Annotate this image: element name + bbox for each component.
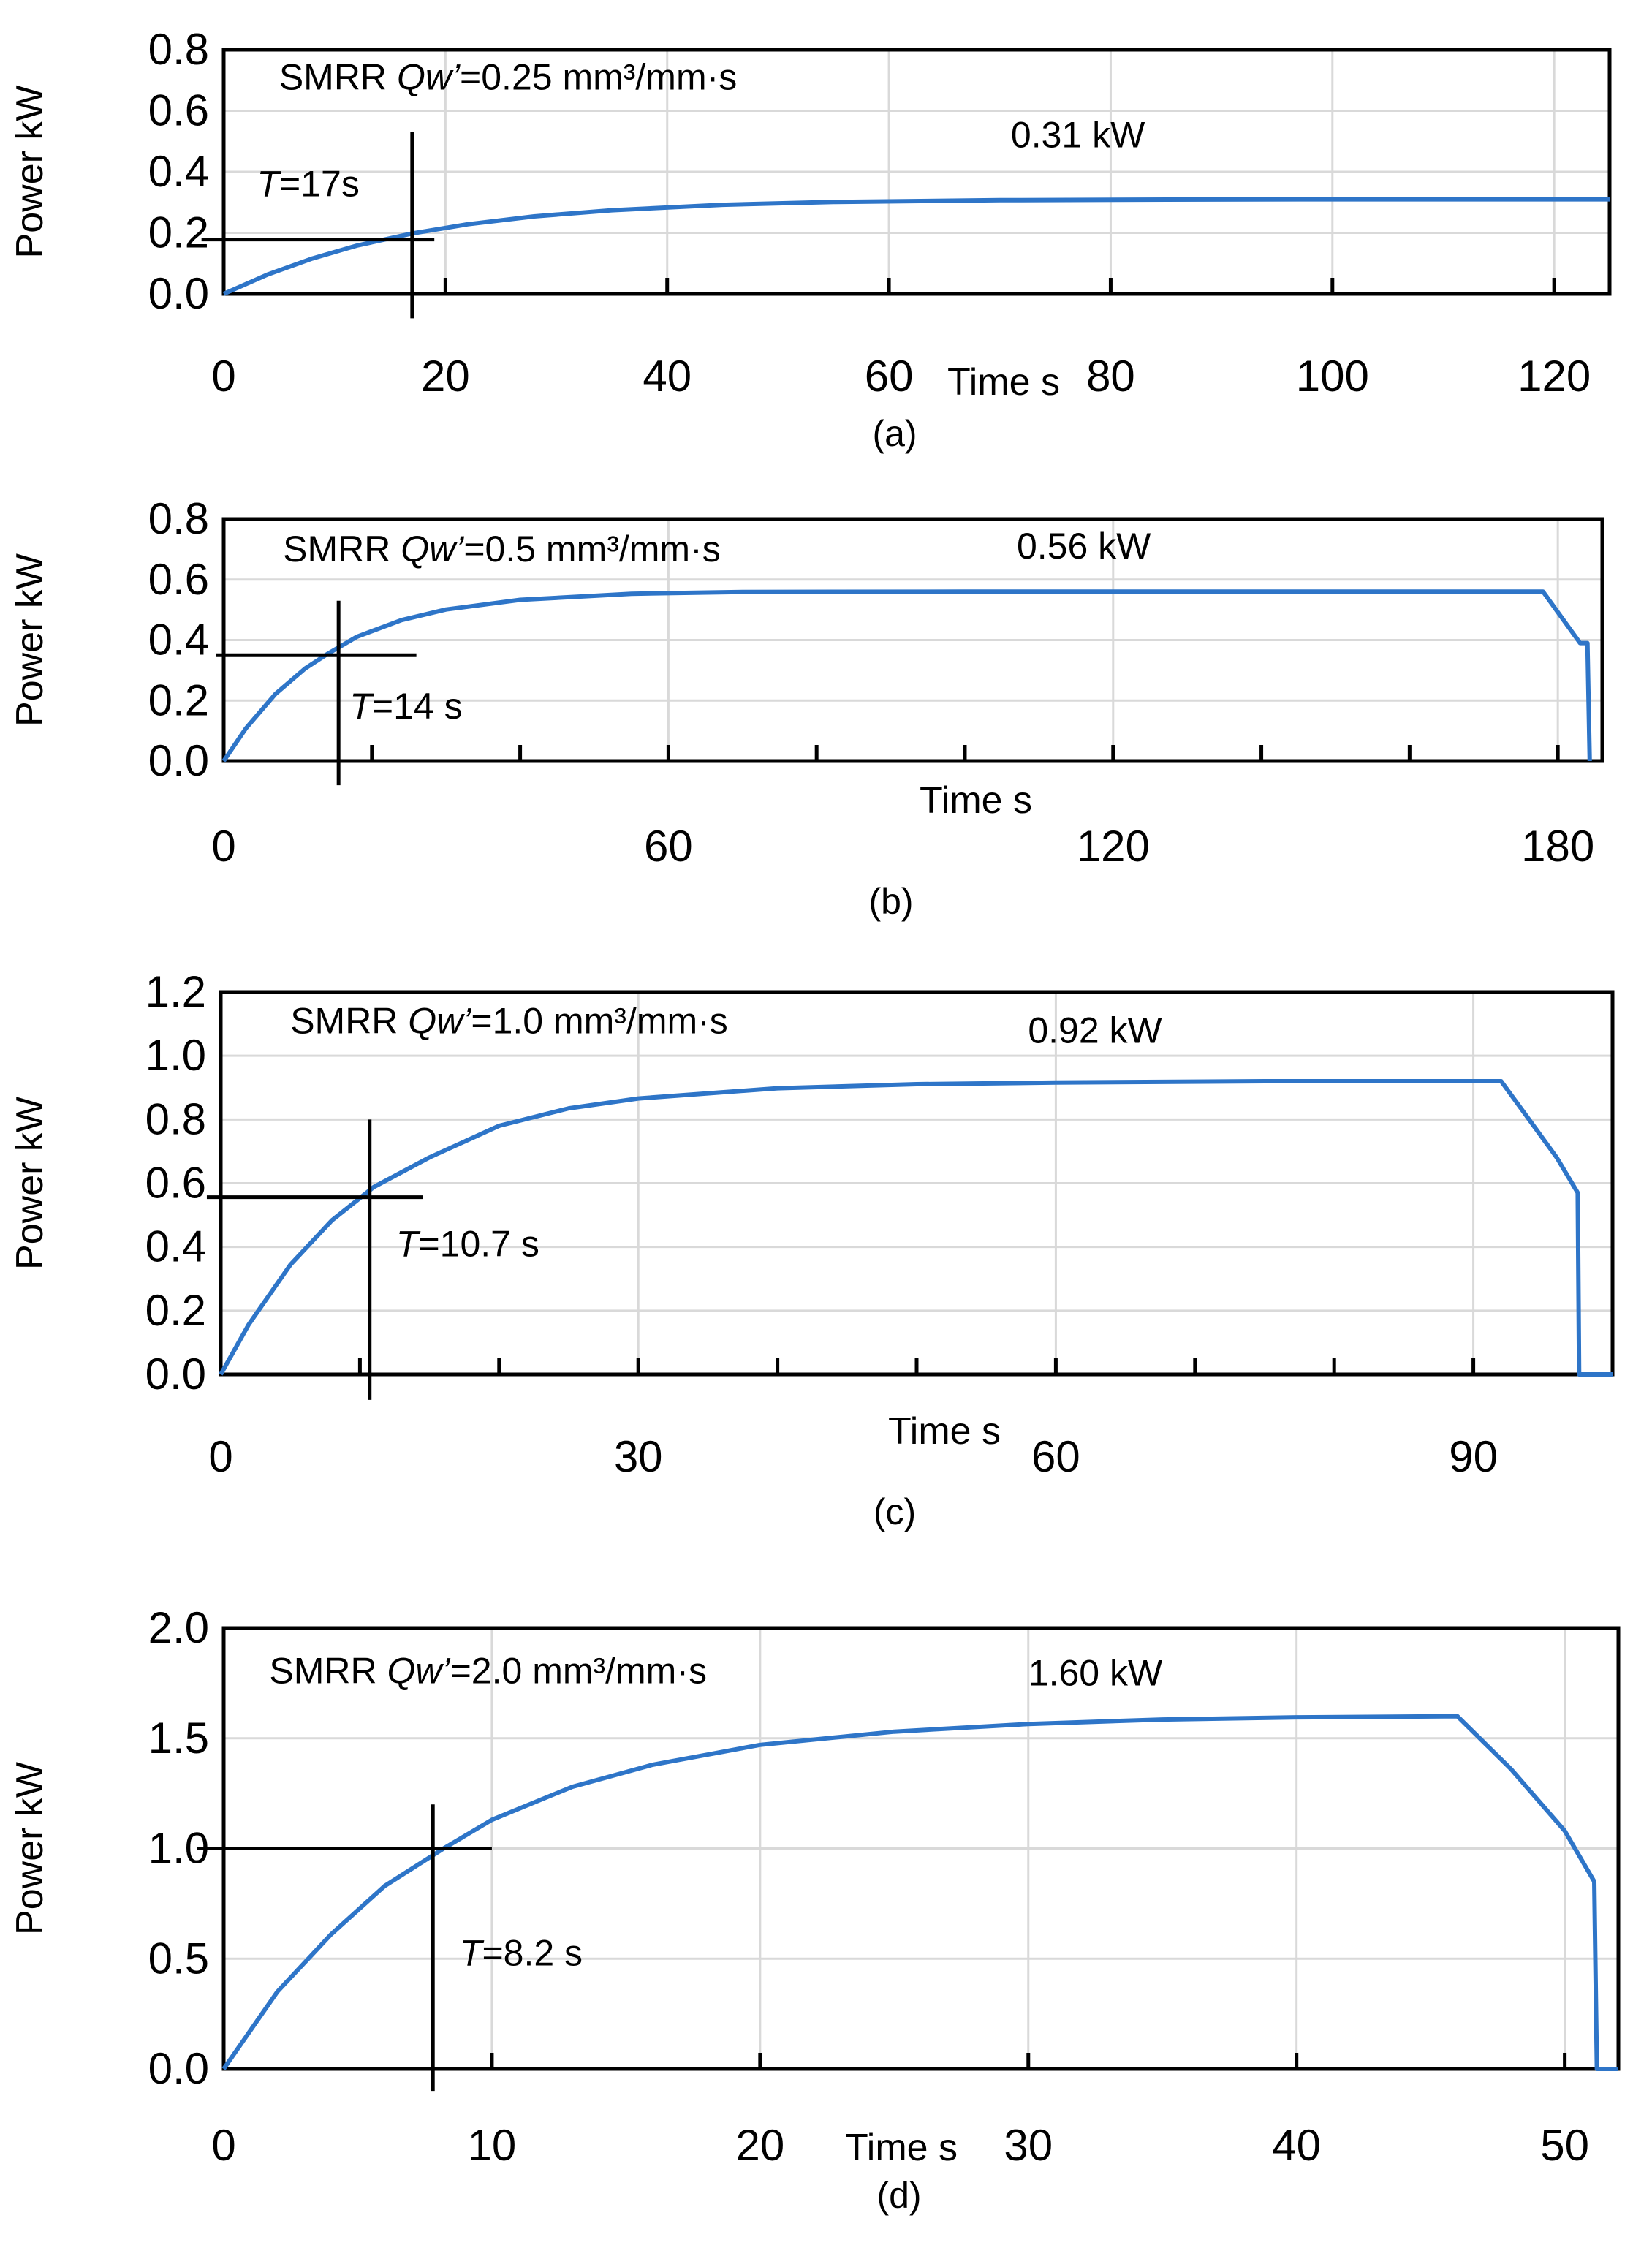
y-tick-label: 0.2 [148,675,209,724]
x-tick-label: 120 [1077,822,1150,871]
x-tick-label: 30 [1004,2121,1053,2170]
smrr-variable: Qw’ [387,1650,450,1691]
time-constant-symbol: T [349,686,374,727]
smrr-annotation: SMRR Qw’=1.0 mm³/mm·s [290,1001,728,1042]
chart-panel-c: 0.0 0.2 0.4 0.6 0.8 1.0 1.2 0 30 60 90 Time s Power … [9,967,1615,1532]
smrr-annotation: SMRR Qw’=2.0 mm³/mm·s [269,1650,707,1691]
power-series-line [219,1079,1613,1377]
smrr-annotation: SMRR Qw’=0.5 mm³/mm·s [283,529,721,569]
smrr-value: =0.5 mm³/mm·s [463,529,720,569]
steady-power-label: 0.92 kW [1028,1010,1162,1051]
power-series-line [221,589,1592,762]
y-tick-label: 0.2 [148,208,209,257]
panel-caption: (c) [874,1491,916,1532]
y-tick-label: 0.4 [148,616,209,665]
x-tick-label: 0 [208,1432,232,1481]
time-constant-label: T=17s [257,163,360,204]
smrr-variable: Qw’ [401,529,464,569]
x-tick-label: 20 [735,2121,784,2170]
x-tick-label: 50 [1540,2121,1589,2170]
time-constant-label: T=14 s [349,686,462,727]
smrr-annotation: SMRR Qw’=0.25 mm³/mm·s [279,56,737,97]
smrr-value: =1.0 mm³/mm·s [471,1001,727,1042]
x-tick-label: 40 [643,352,692,401]
time-constant-label: T=10.7 s [396,1224,539,1265]
y-tick-label: 1.2 [145,967,206,1016]
x-tick-label: 90 [1449,1432,1498,1481]
smrr-variable: Qw’ [408,1001,471,1042]
time-constant-value: =17s [279,163,360,204]
y-axis-title: Power kW [9,86,51,259]
time-constant-value: =10.7 s [418,1224,539,1265]
plot-frame [221,48,1612,296]
power-series-line [222,197,1610,296]
panel-caption: (a) [872,413,917,454]
smrr-prefix: SMRR [279,56,397,97]
y-tick-label: 0.4 [148,147,209,196]
y-tick-label: 0.0 [145,1350,206,1399]
y-tick-label: 0.8 [148,25,209,74]
x-tick-label: 30 [614,1432,663,1481]
y-tick-label: 0.0 [148,736,209,785]
steady-power-label: 0.56 kW [1017,526,1151,567]
y-tick-label: 2.0 [148,1603,209,1652]
x-axis-title: Time s [947,361,1060,404]
y-axis-title: Power kW [9,1762,51,1935]
smrr-prefix: SMRR [283,529,401,569]
y-tick-label: 0.5 [148,1934,209,1983]
x-tick-label: 10 [468,2121,517,2170]
y-tick-label: 0.6 [148,555,209,604]
y-tick-label: 0.6 [145,1159,206,1208]
y-tick-label: 0.6 [148,86,209,135]
smrr-value: =2.0 mm³/mm·s [450,1650,707,1691]
y-tick-label: 0.4 [145,1222,206,1271]
x-tick-label: 60 [1031,1432,1080,1481]
y-tick-label: 0.8 [145,1094,206,1143]
time-constant-symbol: T [460,1932,485,1973]
y-tick-label: 1.5 [148,1714,209,1763]
plot-frame [221,517,1604,763]
x-tick-label: 100 [1296,352,1369,401]
x-tick-label: 0 [211,352,235,401]
smrr-prefix: SMRR [290,1001,408,1042]
x-tick-label: 180 [1521,822,1594,871]
time-constant-symbol: T [396,1224,421,1265]
x-tick-label: 0 [211,2121,235,2170]
smrr-prefix: SMRR [269,1650,387,1691]
y-axis-title: Power kW [9,553,51,727]
y-axis-title: Power kW [9,1097,51,1270]
time-constant-value: =14 s [372,686,463,727]
smrr-value: =0.25 mm³/mm·s [460,56,737,97]
power-series-line [221,1714,1618,2071]
y-tick-label: 0.2 [145,1286,206,1335]
y-tick-label: 0.0 [148,269,209,318]
steady-power-label: 0.31 kW [1011,115,1145,156]
chart-panel-a: 0.0 0.2 0.4 0.6 0.8 0 20 40 60 80 100 120 Time s Powe… [9,25,1612,454]
time-constant-symbol: T [257,163,282,204]
y-tick-label: 1.0 [145,1031,206,1080]
x-tick-label: 60 [865,352,914,401]
x-tick-label: 120 [1518,352,1591,401]
panel-caption: (b) [868,881,913,922]
x-axis-title: Time s [920,779,1032,822]
x-tick-label: 40 [1272,2121,1321,2170]
panel-caption: (d) [876,2175,921,2216]
x-tick-label: 20 [421,352,470,401]
x-axis-title: Time s [888,1410,1001,1453]
x-tick-label: 60 [644,822,693,871]
time-constant-value: =8.2 s [482,1932,583,1973]
x-tick-label: 0 [211,822,235,871]
steady-power-label: 1.60 kW [1028,1652,1163,1693]
smrr-variable: Qw’ [397,56,461,97]
x-tick-label: 80 [1086,352,1135,401]
x-axis-title: Time s [845,2127,958,2169]
y-tick-label: 0.8 [148,494,209,543]
time-constant-label: T=8.2 s [460,1932,583,1973]
y-tick-label: 0.0 [148,2044,209,2093]
